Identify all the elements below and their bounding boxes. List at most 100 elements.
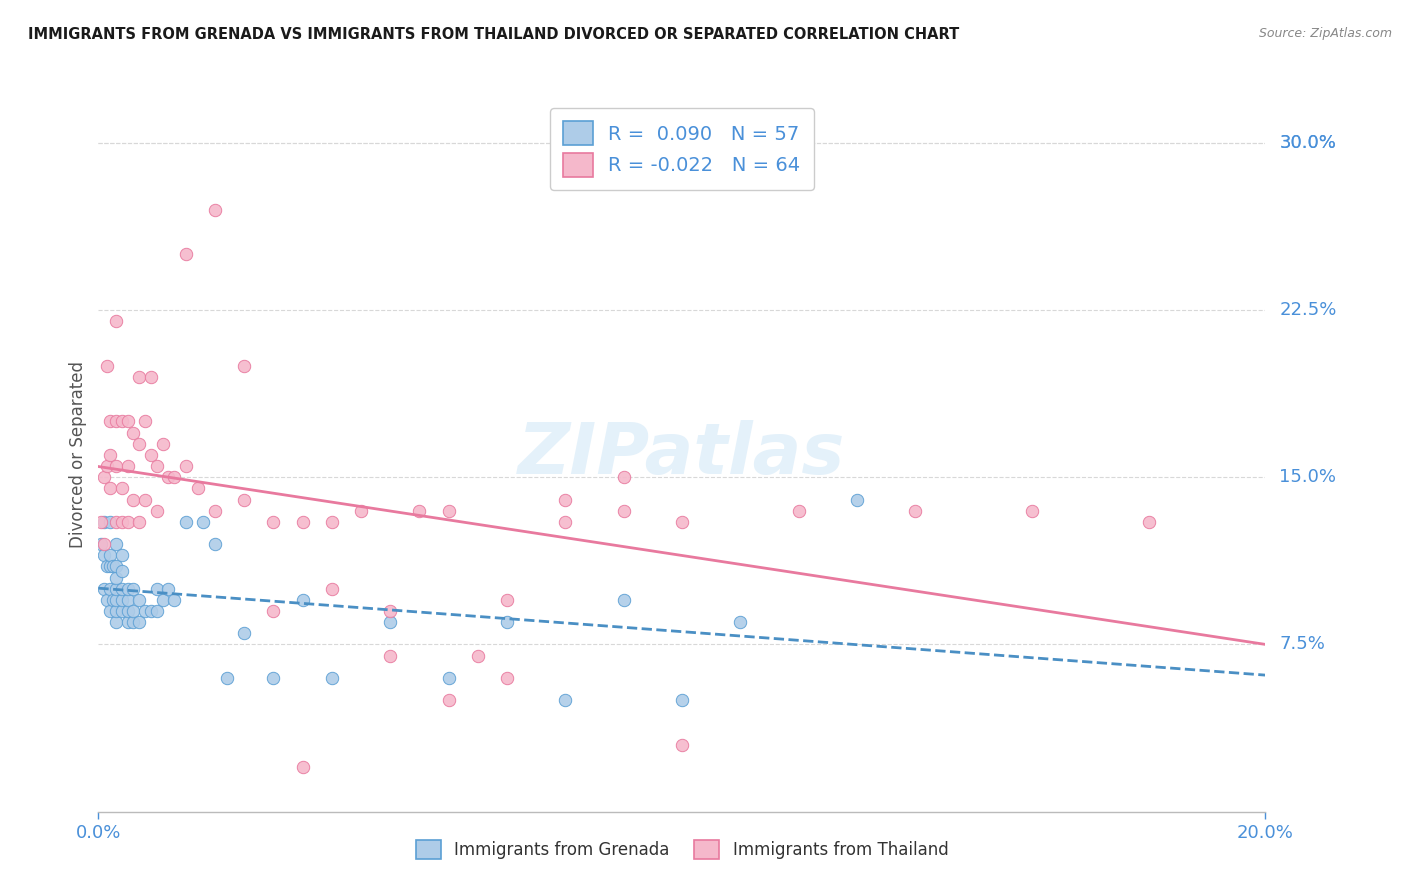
Point	[233, 492, 256, 507]
Point	[90, 515, 112, 529]
Point	[93, 582, 115, 596]
Point	[104, 314, 127, 328]
Point	[174, 515, 197, 529]
Point	[233, 359, 256, 373]
Point	[174, 459, 197, 474]
Point	[139, 369, 162, 384]
Point	[117, 515, 139, 529]
Point	[96, 559, 118, 574]
Point	[111, 482, 134, 496]
Text: 22.5%: 22.5%	[1279, 301, 1337, 319]
Point	[93, 537, 115, 551]
Point	[98, 414, 121, 429]
Point	[163, 470, 186, 484]
Point	[98, 448, 121, 462]
Point	[104, 459, 127, 474]
Point	[262, 671, 284, 685]
Point	[378, 648, 402, 663]
Point	[291, 515, 314, 529]
Point	[904, 503, 927, 517]
Point	[117, 592, 139, 607]
Text: 30.0%: 30.0%	[1279, 134, 1336, 152]
Point	[104, 559, 127, 574]
Point	[174, 247, 197, 261]
Point	[554, 693, 576, 707]
Point	[321, 515, 343, 529]
Point	[93, 515, 115, 529]
Point	[215, 671, 238, 685]
Point	[233, 626, 256, 640]
Point	[104, 592, 127, 607]
Point	[98, 604, 121, 618]
Point	[554, 492, 576, 507]
Point	[378, 604, 402, 618]
Point	[117, 604, 139, 618]
Point	[111, 414, 134, 429]
Point	[96, 592, 118, 607]
Point	[128, 515, 150, 529]
Point	[96, 359, 118, 373]
Point	[128, 615, 150, 630]
Point	[163, 592, 186, 607]
Point	[117, 459, 139, 474]
Point	[134, 414, 156, 429]
Point	[117, 582, 139, 596]
Point	[111, 604, 134, 618]
Point	[117, 615, 139, 630]
Point	[104, 615, 127, 630]
Point	[350, 503, 373, 517]
Text: IMMIGRANTS FROM GRENADA VS IMMIGRANTS FROM THAILAND DIVORCED OR SEPARATED CORREL: IMMIGRANTS FROM GRENADA VS IMMIGRANTS FR…	[28, 27, 959, 42]
Point	[111, 592, 134, 607]
Point	[378, 615, 402, 630]
Point	[96, 459, 118, 474]
Point	[98, 582, 121, 596]
Point	[262, 604, 284, 618]
Point	[495, 592, 517, 607]
Point	[291, 760, 314, 774]
Text: Source: ZipAtlas.com: Source: ZipAtlas.com	[1258, 27, 1392, 40]
Point	[93, 548, 115, 563]
Point	[98, 559, 121, 574]
Point	[104, 604, 127, 618]
Point	[321, 671, 343, 685]
Point	[98, 548, 121, 563]
Point	[104, 414, 127, 429]
Point	[787, 503, 810, 517]
Point	[90, 537, 112, 551]
Point	[104, 571, 127, 585]
Point	[146, 582, 169, 596]
Point	[122, 492, 145, 507]
Point	[139, 448, 162, 462]
Point	[1137, 515, 1160, 529]
Point	[146, 604, 169, 618]
Point	[612, 592, 634, 607]
Point	[111, 582, 134, 596]
Point	[111, 515, 134, 529]
Point	[128, 369, 150, 384]
Legend: Immigrants from Grenada, Immigrants from Thailand: Immigrants from Grenada, Immigrants from…	[408, 831, 956, 868]
Point	[128, 436, 150, 450]
Text: 30.0%: 30.0%	[1279, 134, 1336, 152]
Point	[845, 492, 868, 507]
Point	[262, 515, 284, 529]
Point	[122, 425, 145, 440]
Point	[101, 592, 124, 607]
Point	[437, 671, 460, 685]
Point	[152, 436, 174, 450]
Point	[104, 582, 127, 596]
Point	[111, 548, 134, 563]
Point	[467, 648, 489, 663]
Point	[204, 202, 226, 217]
Point	[291, 592, 314, 607]
Point	[612, 470, 634, 484]
Point	[1021, 503, 1043, 517]
Point	[134, 604, 156, 618]
Point	[128, 592, 150, 607]
Point	[612, 503, 634, 517]
Text: 7.5%: 7.5%	[1279, 635, 1326, 654]
Point	[728, 615, 751, 630]
Point	[495, 615, 517, 630]
Point	[93, 470, 115, 484]
Point	[321, 582, 343, 596]
Point	[671, 693, 693, 707]
